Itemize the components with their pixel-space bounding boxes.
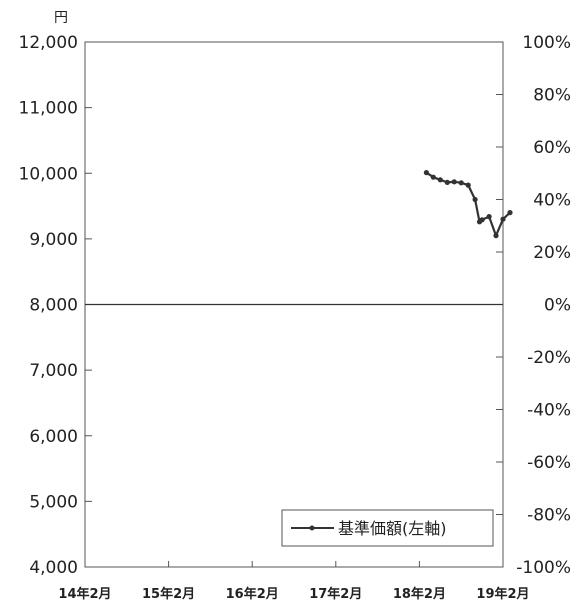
- x-axis-tick-label: 16年2月: [226, 586, 279, 602]
- right-axis-tick-label: 20%: [533, 243, 571, 263]
- x-axis-tick-label: 19年2月: [476, 586, 529, 602]
- series-point: [444, 179, 450, 185]
- series-point: [507, 210, 513, 216]
- series-point: [437, 177, 443, 183]
- right-axis-tick-label: -100%: [516, 558, 571, 578]
- series-point: [500, 216, 506, 222]
- legend-point-marker: [309, 525, 315, 531]
- series-point: [465, 182, 471, 188]
- right-axis-tick-label: -80%: [527, 506, 571, 526]
- x-axis-tick-label: 15年2月: [142, 586, 195, 602]
- right-axis-tick-label: 40%: [533, 191, 571, 211]
- series-point: [430, 174, 436, 180]
- series-point: [486, 214, 492, 220]
- x-axis-tick-label: 14年2月: [58, 586, 111, 602]
- right-axis: -100% -80% -60% -40% -20% 0% 20% 40% 60% 80% 100%: [496, 33, 571, 578]
- right-axis-tick-label: -40%: [527, 401, 571, 421]
- left-axis-tick-label: 4,000: [29, 558, 78, 578]
- legend-label: 基準価額(左軸): [338, 519, 447, 538]
- legend: 基準価額(左軸): [281, 509, 494, 547]
- left-axis-tick-label: 12,000: [19, 33, 78, 53]
- series-line: [425, 171, 511, 237]
- left-axis-tick-label: 7,000: [29, 361, 78, 381]
- series-group: [423, 170, 513, 239]
- left-axis-tick-label: 10,000: [19, 164, 78, 184]
- right-axis-tick-label: 60%: [533, 138, 571, 158]
- right-axis-tick-label: 80%: [533, 86, 571, 106]
- right-axis-tick-label: -60%: [527, 453, 571, 473]
- series-point: [479, 217, 485, 223]
- right-axis-tick-label: 0%: [544, 296, 571, 316]
- left-axis-tick-label: 9,000: [29, 230, 78, 250]
- left-axis-tick-label: 6,000: [29, 427, 78, 447]
- series-point: [458, 180, 464, 186]
- series-point: [472, 196, 478, 203]
- left-axis: 4,000 5,000 6,000 7,000 8,000 9,000 10,000 11,0…: [19, 33, 92, 578]
- x-axis-tick-label: 17年2月: [309, 586, 362, 602]
- left-axis-tick-label: 5,000: [29, 492, 78, 512]
- right-axis-tick-label: -20%: [527, 348, 571, 368]
- right-axis-tick-label: 100%: [522, 33, 571, 53]
- x-axis-tick-label: 18年2月: [393, 586, 446, 602]
- series-point: [423, 170, 429, 176]
- x-axis: 14年2月 15年2月 16年2月 17年2月 18年2月 19年2月: [58, 561, 530, 602]
- left-axis-tick-label: 11,000: [19, 99, 78, 119]
- series-point: [451, 179, 457, 185]
- left-axis-tick-label: 8,000: [29, 296, 78, 316]
- y-axis-unit-label: 円: [54, 10, 68, 26]
- series-point: [493, 233, 499, 239]
